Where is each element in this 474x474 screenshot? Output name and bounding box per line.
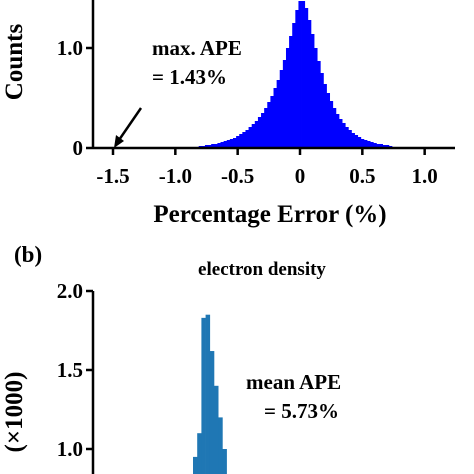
histogram-bar: [257, 117, 262, 148]
histogram-bar: [335, 114, 340, 148]
histogram-bar: [373, 143, 377, 148]
histogram-bar: [201, 317, 206, 474]
histogram-bar: [208, 145, 212, 148]
histogram-bar: [360, 139, 365, 148]
histogram-bar: [323, 84, 327, 148]
histogram-bar: [270, 96, 274, 148]
histogram-bar: [329, 101, 334, 148]
histogram-bar: [193, 456, 198, 474]
panel-b-histogram: [193, 314, 227, 474]
histogram-bar: [317, 61, 321, 148]
histogram-bar: [376, 144, 380, 148]
histogram-bar: [348, 130, 352, 148]
histogram-bar: [342, 123, 346, 148]
histogram-bar: [236, 136, 240, 148]
histogram-bar: [357, 137, 362, 148]
y-tick-label: 1.0: [57, 36, 83, 60]
histogram-bar: [254, 121, 259, 148]
histogram-bar: [285, 48, 290, 148]
histogram-bar: [204, 145, 209, 148]
histogram-bar: [248, 127, 253, 148]
panel-b-y-ticks: 1.0 1.5 2.0: [57, 279, 93, 461]
histogram-bar: [273, 88, 278, 148]
histogram-bar: [338, 119, 343, 148]
histogram-bar: [232, 138, 237, 148]
histogram-bar: [282, 60, 287, 148]
histogram-bar: [292, 23, 296, 148]
histogram-bar: [385, 145, 390, 148]
panel-b-y-axis-title: (×1000): [1, 372, 28, 453]
histogram-bar: [307, 20, 312, 148]
y-tick-label: 1.0: [57, 437, 83, 461]
histogram-bar: [370, 142, 374, 148]
panel-b-label: (b): [14, 242, 42, 267]
histogram-bar: [261, 113, 265, 148]
histogram-bar: [354, 135, 359, 148]
x-tick-label: -0.5: [221, 164, 254, 188]
histogram-bar: [276, 80, 281, 148]
histogram-bar: [298, 1, 302, 148]
panel-b: (b) electron density 1.0 1.5 2.0 (×1000) m…: [1, 242, 341, 474]
histogram-bar: [310, 34, 315, 148]
histogram-bar: [332, 108, 337, 148]
histogram-bar: [205, 314, 211, 474]
histogram-bar: [217, 143, 221, 148]
histogram-bar: [197, 433, 202, 474]
histogram-bar: [226, 140, 231, 148]
histogram-bar: [264, 108, 268, 148]
panel-a-arrow: [114, 107, 143, 148]
panel-a: -1.5 -1.0 -0.5 0 0.5 1.0 01.0 Counts Percenta…: [1, 0, 455, 228]
histogram-bar: [345, 127, 349, 148]
panel-a-annotation-line1: max. APE: [152, 36, 242, 60]
histogram-bar: [304, 8, 309, 148]
histogram-bar: [382, 145, 387, 148]
histogram-bar: [218, 417, 223, 474]
panel-a-x-axis-title: Percentage Error (%): [153, 201, 386, 228]
histogram-bar: [295, 10, 299, 148]
histogram-bar: [242, 132, 246, 148]
panel-a-y-ticks: 01.0: [57, 36, 93, 160]
histogram-bar: [245, 130, 249, 148]
histogram-bar: [229, 139, 234, 148]
panel-a-x-ticks: -1.5 -1.0 -0.5 0 0.5 1.0: [96, 148, 438, 188]
panel-b-title: electron density: [198, 259, 326, 280]
histogram-bar: [301, 1, 306, 148]
histogram-bar: [363, 140, 368, 148]
x-tick-label: 0: [295, 164, 306, 188]
histogram-bar: [320, 73, 324, 148]
histogram-bar: [211, 144, 215, 148]
histogram-bar: [379, 144, 383, 148]
x-tick-label: 0.5: [349, 164, 375, 188]
x-tick-label: -1.0: [159, 164, 192, 188]
panel-a-annotation-line2: = 1.43%: [152, 65, 227, 89]
histogram-bar: [223, 141, 228, 148]
y-tick-label: 2.0: [57, 279, 83, 303]
y-tick-label: 1.5: [57, 358, 83, 382]
histogram-bar: [279, 70, 284, 148]
panel-b-annotation-line1: mean APE: [246, 370, 341, 394]
histogram-bar: [314, 48, 318, 148]
histogram-bar: [239, 134, 243, 148]
histogram-bar: [367, 141, 371, 148]
y-tick-label: 0: [73, 136, 84, 160]
panel-a-y-axis-title: Counts: [1, 24, 28, 101]
panel-b-annotation-line2: = 5.73%: [264, 399, 339, 423]
histogram-bar: [214, 385, 219, 474]
histogram-bar: [289, 36, 293, 148]
histogram-bar: [209, 351, 215, 474]
histogram-bar: [251, 124, 256, 148]
x-tick-label: 1.0: [412, 164, 438, 188]
panel-a-histogram: [198, 1, 393, 148]
histogram-bar: [214, 144, 218, 148]
histogram-bar: [222, 449, 227, 474]
x-tick-label: -1.5: [96, 164, 129, 188]
histogram-bar: [326, 93, 331, 148]
histogram-bar: [351, 133, 355, 148]
histogram-bar: [220, 142, 225, 148]
histogram-bar: [267, 102, 271, 148]
